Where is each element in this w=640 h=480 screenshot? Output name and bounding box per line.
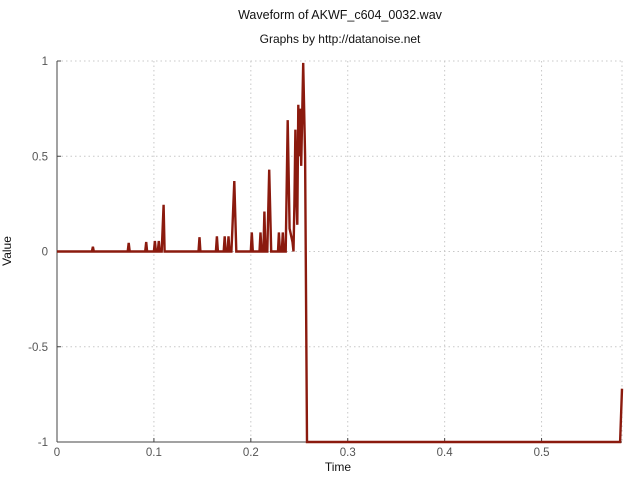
y-tick-label: -0.5 xyxy=(28,342,48,354)
y-axis-label: Value xyxy=(0,236,14,266)
x-tick-label: 0 xyxy=(54,447,60,459)
chart-subtitle: Graphs by http://datanoise.net xyxy=(260,32,421,46)
x-tick-label: 0.5 xyxy=(534,447,550,459)
y-tick-label: -1 xyxy=(38,437,48,449)
y-tick-label: 0.5 xyxy=(32,151,48,163)
x-axis-label: Time xyxy=(325,460,352,474)
x-tick-label: 0.3 xyxy=(340,447,356,459)
y-tick-label: 0 xyxy=(42,247,48,259)
series-layer xyxy=(57,62,624,444)
waveform-series-line xyxy=(57,62,624,444)
x-tick-label: 0.2 xyxy=(243,447,259,459)
x-tick-label: 0.4 xyxy=(437,447,454,459)
tick-labels: 0 0.1 0.2 0.3 0.4 0.5 -1 -0.5 0 0.5 1 xyxy=(28,56,549,459)
x-tick-label: 0.1 xyxy=(146,447,162,459)
y-tick-label: 1 xyxy=(42,56,48,68)
chart-title: Waveform of AKWF_c604_0032.wav xyxy=(238,8,443,22)
